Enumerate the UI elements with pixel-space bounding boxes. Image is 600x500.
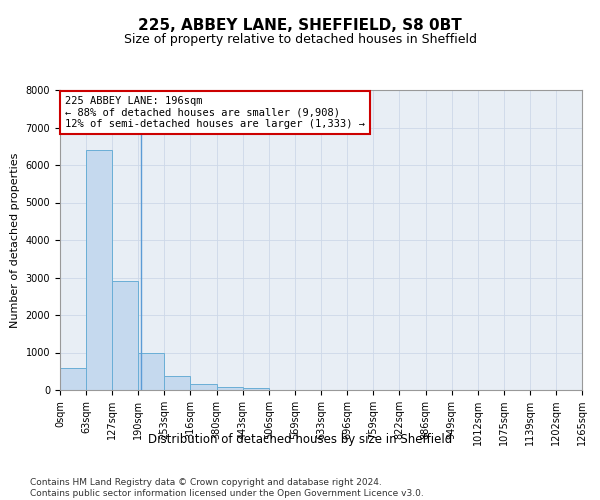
Bar	[139, 352, 164, 390]
Bar	[164, 376, 190, 390]
Bar	[60, 368, 86, 390]
Text: Distribution of detached houses by size in Sheffield: Distribution of detached houses by size …	[148, 432, 452, 446]
Text: Size of property relative to detached houses in Sheffield: Size of property relative to detached ho…	[124, 32, 476, 46]
Bar	[86, 150, 112, 390]
Text: 225, ABBEY LANE, SHEFFIELD, S8 0BT: 225, ABBEY LANE, SHEFFIELD, S8 0BT	[138, 18, 462, 32]
Text: Contains HM Land Registry data © Crown copyright and database right 2024.
Contai: Contains HM Land Registry data © Crown c…	[30, 478, 424, 498]
Text: 225 ABBEY LANE: 196sqm
← 88% of detached houses are smaller (9,908)
12% of semi-: 225 ABBEY LANE: 196sqm ← 88% of detached…	[65, 96, 365, 129]
Y-axis label: Number of detached properties: Number of detached properties	[10, 152, 20, 328]
Bar	[217, 387, 243, 390]
Bar	[243, 388, 269, 390]
Bar	[112, 281, 139, 390]
Bar	[190, 384, 217, 390]
